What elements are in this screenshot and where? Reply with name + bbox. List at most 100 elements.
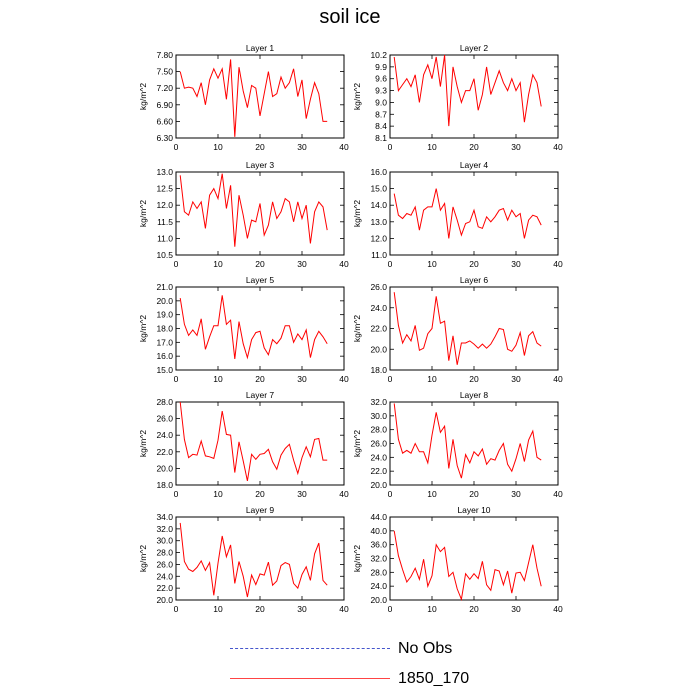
panel-title: Layer 9 [246, 505, 275, 515]
panel-6: Layer 6 kg/m^2 18.0 20.0 22.0 24.0 26.0 0 10 20 30… [352, 275, 563, 384]
x-tick-label: 10 [427, 374, 437, 384]
x-tick-label: 10 [427, 489, 437, 499]
panel-8: Layer 8 kg/m^2 20.0 22.0 24.0 26.0 28.0 30.0 32.… [352, 390, 563, 499]
series-line-1850-170 [179, 295, 328, 360]
y-tick-label: 22.0 [370, 324, 387, 334]
x-tick-label: 40 [339, 489, 349, 499]
x-tick-label: 10 [427, 142, 437, 152]
x-tick-label: 0 [174, 142, 179, 152]
y-tick-label: 32.0 [156, 524, 173, 534]
x-tick-label: 40 [553, 604, 563, 614]
y-tick-label: 9.3 [375, 86, 387, 96]
x-tick-label: 30 [297, 259, 307, 269]
y-tick-label: 15.0 [156, 365, 173, 375]
y-tick-label: 8.1 [375, 133, 387, 143]
y-tick-label: 13.0 [156, 167, 173, 177]
x-tick-label: 10 [213, 604, 223, 614]
y-axis-label: kg/m^2 [352, 430, 362, 457]
x-tick-label: 0 [174, 604, 179, 614]
y-tick-label: 12.0 [156, 200, 173, 210]
x-tick-label: 10 [213, 489, 223, 499]
x-tick-label: 10 [213, 374, 223, 384]
x-tick-label: 20 [469, 259, 479, 269]
series-line-1850-170 [179, 401, 328, 482]
panel-frame [175, 171, 345, 256]
y-tick-label: 8.4 [375, 121, 387, 131]
panel-3: Layer 3 kg/m^2 10.5 11.0 11.5 12.0 12.5 13.0 0 10… [138, 160, 349, 269]
x-tick-label: 0 [388, 374, 393, 384]
y-tick-label: 8.7 [375, 109, 387, 119]
y-tick-label: 24.0 [370, 581, 387, 591]
y-tick-label: 34.0 [156, 512, 173, 522]
legend-label: 1850_170 [398, 670, 470, 687]
x-tick-label: 10 [213, 142, 223, 152]
y-tick-label: 14.0 [370, 200, 387, 210]
x-tick-label: 10 [427, 604, 437, 614]
y-tick-label: 9.0 [375, 97, 387, 107]
x-tick-label: 40 [339, 604, 349, 614]
y-tick-label: 9.6 [375, 74, 387, 84]
y-tick-label: 20.0 [156, 296, 173, 306]
x-tick-label: 40 [339, 374, 349, 384]
x-tick-label: 0 [174, 374, 179, 384]
y-tick-label: 11.5 [157, 217, 173, 227]
y-axis-label: kg/m^2 [138, 315, 148, 342]
y-tick-label: 18.0 [370, 365, 387, 375]
y-tick-label: 28.0 [370, 567, 387, 577]
x-tick-label: 40 [339, 259, 349, 269]
y-tick-label: 26.0 [156, 414, 173, 424]
x-tick-label: 20 [255, 259, 265, 269]
x-tick-label: 30 [297, 374, 307, 384]
x-tick-label: 10 [427, 259, 437, 269]
panel-frame [175, 516, 345, 601]
y-tick-label: 24.0 [370, 303, 387, 313]
y-tick-label: 22.0 [156, 447, 173, 457]
x-tick-label: 30 [511, 489, 521, 499]
y-tick-label: 11.0 [157, 233, 173, 243]
series-line-1850-170 [393, 403, 542, 479]
legend-swatch-dashed [230, 648, 390, 649]
panel-title: Layer 5 [246, 275, 275, 285]
x-tick-label: 40 [553, 259, 563, 269]
y-tick-label: 20.0 [156, 463, 173, 473]
x-tick-label: 20 [255, 142, 265, 152]
panel-title: Layer 8 [460, 390, 489, 400]
y-tick-label: 24.0 [156, 430, 173, 440]
y-tick-label: 7.20 [156, 83, 173, 93]
x-tick-label: 20 [469, 489, 479, 499]
x-tick-label: 20 [469, 374, 479, 384]
x-tick-label: 0 [388, 489, 393, 499]
y-tick-label: 26.0 [156, 559, 173, 569]
y-tick-label: 9.9 [375, 62, 387, 72]
x-tick-label: 20 [255, 374, 265, 384]
y-tick-label: 28.0 [156, 397, 173, 407]
y-tick-label: 12.0 [370, 233, 387, 243]
y-tick-label: 30.0 [156, 536, 173, 546]
y-tick-label: 32.0 [370, 397, 387, 407]
y-tick-label: 10.2 [370, 50, 387, 60]
x-tick-label: 20 [469, 142, 479, 152]
y-tick-label: 32.0 [370, 554, 387, 564]
y-tick-label: 18.0 [156, 324, 173, 334]
series-line-1850-170 [179, 173, 328, 247]
panel-title: Layer 10 [457, 505, 490, 515]
y-axis-label: kg/m^2 [138, 430, 148, 457]
x-tick-label: 40 [553, 374, 563, 384]
x-tick-label: 30 [511, 604, 521, 614]
x-tick-label: 0 [388, 142, 393, 152]
y-tick-label: 6.30 [156, 133, 173, 143]
y-tick-label: 12.5 [156, 184, 173, 194]
x-tick-label: 20 [255, 604, 265, 614]
y-tick-label: 26.0 [370, 439, 387, 449]
panel-2: Layer 2 kg/m^2 8.1 8.4 8.7 9.09.3 9.6 9.9 10.2 0 1… [352, 43, 563, 152]
panel-9: Layer 9 kg/m^2 20.0 22.0 24.0 26.028.0 30.0 32.… [138, 505, 349, 614]
y-tick-label: 20.0 [370, 480, 387, 490]
y-tick-label: 20.0 [156, 595, 173, 605]
y-tick-label: 18.0 [156, 480, 173, 490]
x-tick-label: 30 [297, 489, 307, 499]
y-tick-label: 10.5 [156, 250, 173, 260]
y-tick-label: 30.0 [370, 411, 387, 421]
x-tick-label: 0 [388, 259, 393, 269]
y-tick-label: 21.0 [156, 282, 173, 292]
